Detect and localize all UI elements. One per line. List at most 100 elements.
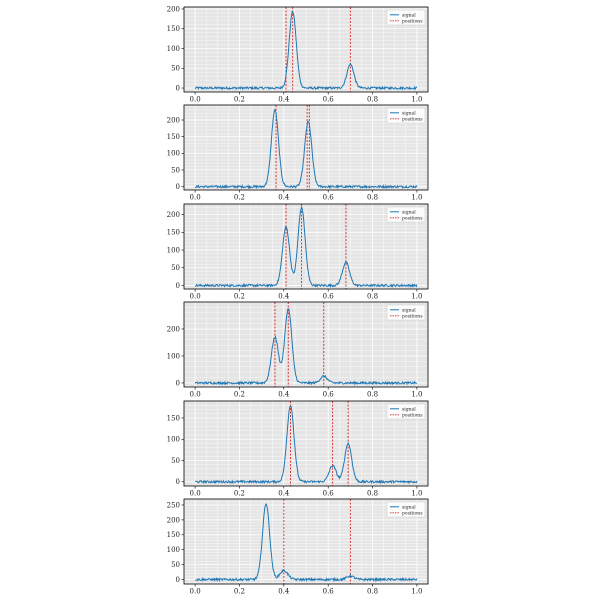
x-tick-label: 0.2 bbox=[234, 194, 245, 202]
x-tick-label: 0.8 bbox=[367, 588, 378, 596]
x-tick-label: 0.8 bbox=[367, 293, 378, 301]
axes-frame bbox=[183, 301, 429, 388]
y-tick-label: 100 bbox=[167, 352, 180, 360]
legend-label-signal: signal bbox=[402, 209, 416, 215]
y-tick-label: 100 bbox=[167, 436, 180, 444]
x-tick-label: 0.8 bbox=[367, 490, 378, 498]
x-tick-label: 0.4 bbox=[278, 490, 290, 498]
y-tick-label: 150 bbox=[167, 531, 180, 539]
y-tick-label: 200 bbox=[167, 116, 180, 124]
y-tick-label: 50 bbox=[171, 166, 180, 174]
x-tick-label: 0.8 bbox=[367, 391, 378, 399]
legend-label-signal: signal bbox=[402, 504, 416, 510]
y-tick-label: 50 bbox=[171, 264, 180, 272]
x-tick-label: 0.0 bbox=[190, 588, 201, 596]
x-tick-label: 0.8 bbox=[367, 194, 378, 202]
signal-line bbox=[194, 405, 418, 485]
y-tick-label: 0 bbox=[176, 379, 180, 387]
legend-label-positions: positions bbox=[402, 116, 423, 122]
y-tick-label: 0 bbox=[176, 183, 180, 191]
y-tick-label: 0 bbox=[176, 282, 180, 290]
y-tick-label: 150 bbox=[167, 25, 180, 33]
x-tick-label: 0.0 bbox=[190, 194, 201, 202]
y-tick-label: 200 bbox=[167, 211, 180, 219]
x-tick-label: 0.8 bbox=[367, 96, 378, 104]
y-tick-label: 250 bbox=[167, 501, 180, 509]
subplot-2: 0.0 0.2 0.4 0.6 0.8 1.0 0 50 100 150 200 signalposi… bbox=[167, 104, 429, 202]
legend-label-signal: signal bbox=[402, 12, 416, 18]
x-tick-label: 0.4 bbox=[278, 293, 290, 301]
y-tick-label: 100 bbox=[167, 150, 180, 158]
x-tick-label: 0.6 bbox=[323, 490, 335, 498]
x-tick-label: 1.0 bbox=[411, 490, 422, 498]
legend-box bbox=[386, 9, 426, 26]
x-tick-label: 0.0 bbox=[190, 391, 201, 399]
axes-frame bbox=[183, 6, 429, 93]
axes-frame bbox=[183, 400, 429, 487]
subplot-1: 0.0 0.2 0.4 0.6 0.8 1.0 0 50 100 150 200 signalposi… bbox=[167, 5, 429, 104]
signal-line bbox=[194, 503, 418, 583]
legend-label-signal: signal bbox=[402, 406, 416, 412]
x-tick-label: 1.0 bbox=[411, 588, 422, 596]
y-tick-label: 50 bbox=[171, 65, 180, 73]
x-tick-label: 0.4 bbox=[278, 96, 290, 104]
legend-box bbox=[386, 403, 426, 420]
legend-label-positions: positions bbox=[402, 313, 423, 319]
x-tick-label: 0.2 bbox=[234, 588, 245, 596]
x-tick-label: 0.4 bbox=[278, 391, 290, 399]
y-tick-label: 200 bbox=[167, 516, 180, 524]
y-tick-label: 200 bbox=[167, 5, 180, 13]
x-tick-label: 0.2 bbox=[234, 391, 245, 399]
x-tick-label: 0.6 bbox=[323, 588, 335, 596]
signal-line bbox=[194, 109, 418, 190]
axes-frame bbox=[183, 498, 429, 585]
legend-label-positions: positions bbox=[402, 215, 423, 221]
signal-line bbox=[195, 206, 418, 289]
legend-label-positions: positions bbox=[402, 18, 423, 24]
y-tick-label: 150 bbox=[167, 229, 180, 237]
y-tick-label: 50 bbox=[171, 561, 180, 569]
subplot-6: 0.0 0.2 0.4 0.6 0.8 1.0 0 50 100 150 200 250 signalp… bbox=[167, 498, 429, 596]
x-tick-label: 0.2 bbox=[234, 490, 245, 498]
subplot-3: 0.0 0.2 0.4 0.6 0.8 1.0 0 50 100 150 200 signalposi… bbox=[167, 203, 429, 301]
legend-label-positions: positions bbox=[402, 412, 423, 418]
x-tick-label: 0.0 bbox=[190, 490, 201, 498]
x-tick-label: 1.0 bbox=[411, 293, 422, 301]
x-tick-label: 1.0 bbox=[411, 194, 422, 202]
y-tick-label: 0 bbox=[176, 576, 180, 584]
x-tick-label: 0.4 bbox=[278, 194, 290, 202]
x-tick-label: 0.0 bbox=[190, 293, 201, 301]
legend-box bbox=[386, 304, 426, 321]
x-tick-label: 1.0 bbox=[411, 391, 422, 399]
legend-label-signal: signal bbox=[402, 110, 416, 116]
subplot-5: 0.0 0.2 0.4 0.6 0.8 1.0 0 50 100 150 signalpositio… bbox=[167, 400, 429, 498]
x-tick-label: 0.6 bbox=[323, 293, 335, 301]
y-tick-label: 100 bbox=[167, 246, 180, 254]
axes-frame bbox=[183, 203, 429, 290]
y-tick-label: 100 bbox=[167, 546, 180, 554]
y-tick-label: 100 bbox=[167, 45, 180, 53]
y-tick-label: 0 bbox=[176, 478, 180, 486]
x-tick-label: 0.6 bbox=[323, 391, 335, 399]
signal-line bbox=[194, 308, 418, 386]
y-tick-label: 200 bbox=[167, 325, 180, 333]
x-tick-label: 0.0 bbox=[190, 96, 201, 104]
axes-frame bbox=[183, 104, 429, 191]
signal-line bbox=[194, 10, 418, 91]
x-tick-label: 0.6 bbox=[323, 96, 335, 104]
x-tick-label: 0.6 bbox=[323, 194, 335, 202]
legend-label-signal: signal bbox=[402, 307, 416, 313]
x-tick-label: 0.2 bbox=[234, 96, 245, 104]
x-tick-label: 0.4 bbox=[278, 588, 290, 596]
x-tick-label: 0.2 bbox=[234, 293, 245, 301]
legend-label-positions: positions bbox=[402, 510, 423, 516]
y-tick-label: 150 bbox=[167, 133, 180, 141]
y-tick-label: 150 bbox=[167, 414, 180, 422]
